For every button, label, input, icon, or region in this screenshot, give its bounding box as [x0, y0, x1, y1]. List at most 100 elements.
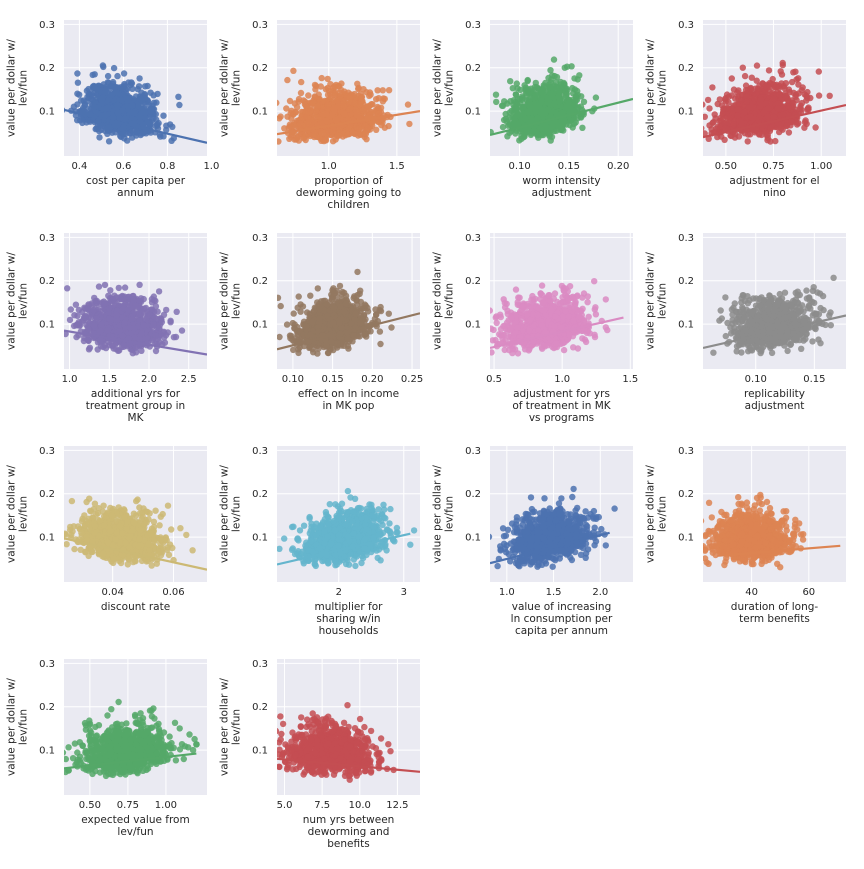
data-point: [533, 104, 539, 110]
data-point: [162, 340, 168, 346]
data-point: [799, 100, 805, 106]
x-tick-label: 0.15: [558, 161, 580, 172]
data-point: [351, 91, 357, 97]
data-point: [510, 85, 516, 91]
data-point: [512, 99, 518, 105]
data-point: [333, 82, 339, 88]
data-point: [154, 91, 160, 97]
data-point: [525, 86, 531, 92]
data-point: [349, 130, 355, 136]
data-point: [730, 121, 736, 127]
x-tick-label: 1.0: [203, 161, 219, 172]
data-point: [351, 100, 357, 106]
data-point: [103, 105, 109, 111]
data-point: [554, 74, 560, 80]
data-point: [86, 346, 92, 352]
data-point: [138, 89, 144, 95]
data-point: [130, 129, 136, 135]
data-point: [789, 79, 795, 85]
data-point: [57, 109, 63, 115]
data-point: [122, 115, 128, 121]
data-point: [320, 111, 326, 117]
data-point: [302, 98, 308, 104]
data-point: [365, 125, 371, 131]
data-point: [705, 97, 711, 103]
y-tick-label: 0.1: [678, 107, 694, 118]
data-point: [699, 101, 705, 107]
data-point: [548, 76, 554, 82]
y-tick-label: 0.1: [252, 107, 268, 118]
x-tick-label: 1.5: [389, 161, 405, 172]
data-point: [92, 85, 98, 91]
data-point: [315, 103, 321, 109]
data-point: [179, 327, 185, 333]
data-point: [581, 99, 587, 105]
y-tick-label: 0.2: [252, 63, 268, 74]
data-point: [522, 131, 528, 137]
data-point: [92, 71, 98, 77]
data-point: [318, 129, 324, 135]
data-point: [320, 137, 326, 143]
data-point: [718, 118, 724, 124]
data-point: [571, 75, 577, 81]
data-point: [75, 80, 81, 86]
data-point: [504, 133, 510, 139]
data-point: [531, 87, 537, 93]
data-point: [573, 97, 579, 103]
data-point: [64, 285, 70, 291]
data-point: [356, 125, 362, 131]
data-point: [827, 93, 833, 99]
data-point: [526, 99, 532, 105]
data-point: [147, 121, 153, 127]
data-point: [548, 137, 554, 143]
data-point: [137, 96, 143, 102]
x-tick-label: 0.50: [715, 161, 737, 172]
data-point: [477, 124, 483, 130]
data-point: [593, 94, 599, 100]
data-point: [298, 79, 304, 85]
data-point: [107, 287, 113, 293]
data-point: [68, 306, 74, 312]
data-point: [754, 62, 760, 68]
data-point: [107, 83, 113, 89]
data-point: [354, 81, 360, 87]
data-point: [305, 119, 311, 125]
data-point: [743, 98, 749, 104]
data-point: [754, 78, 760, 84]
data-point: [273, 100, 279, 106]
data-point: [792, 69, 798, 75]
data-point: [323, 118, 329, 124]
data-point: [122, 284, 128, 290]
data-point: [366, 104, 372, 110]
data-point: [520, 104, 526, 110]
data-point: [575, 104, 581, 110]
data-point: [286, 136, 292, 142]
data-point: [528, 130, 534, 136]
data-point: [545, 107, 551, 113]
data-point: [175, 94, 181, 100]
data-point: [100, 62, 106, 68]
data-point: [151, 297, 157, 303]
data-point: [386, 87, 392, 93]
data-point: [108, 92, 114, 98]
y-tick-label: 0.3: [39, 233, 55, 244]
data-point: [312, 86, 318, 92]
data-point: [547, 84, 553, 90]
data-point: [93, 299, 99, 305]
data-point: [557, 97, 563, 103]
data-point: [67, 317, 73, 323]
data-point: [136, 282, 142, 288]
data-point: [534, 115, 540, 121]
data-point: [790, 100, 796, 106]
data-point: [772, 84, 778, 90]
data-point: [151, 100, 157, 106]
x-tick-label: 2.0: [141, 374, 157, 385]
data-point: [263, 135, 269, 141]
data-point: [298, 90, 304, 96]
data-point: [366, 112, 372, 118]
data-point: [758, 97, 764, 103]
